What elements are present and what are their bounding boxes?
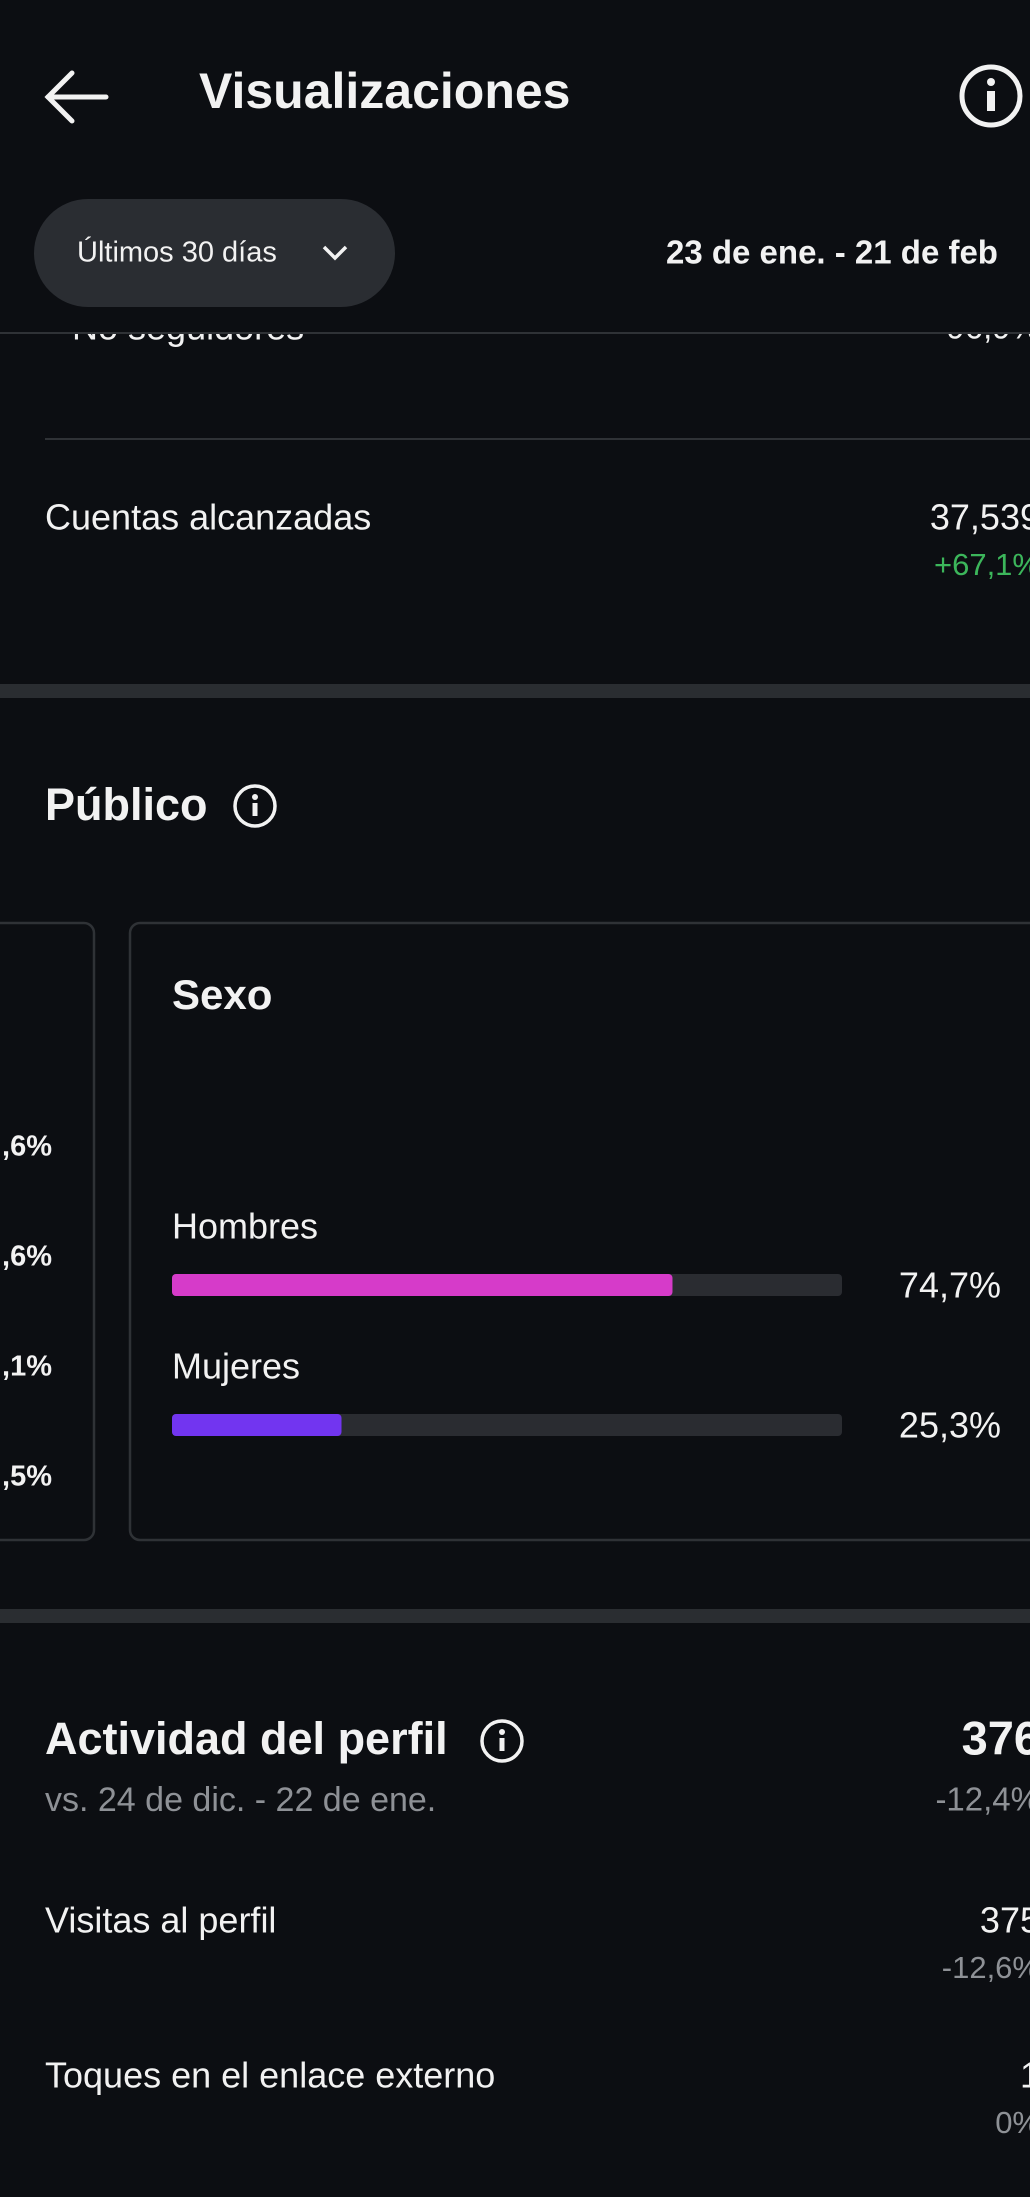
chevron [322, 245, 348, 261]
info-button[interactable] [959, 64, 1023, 128]
header-title: Visualizaciones [199, 63, 570, 119]
reach-change: +67,1% [934, 547, 1030, 582]
period-dropdown[interactable] [34, 199, 395, 307]
gender-label: Mujeres [172, 1346, 300, 1387]
row-change: -12,6% [942, 1950, 1030, 1985]
activity-title: Actividad del perfil [45, 1713, 448, 1764]
reach-label: Cuentas alcanzadas [45, 497, 371, 538]
section-separator [0, 684, 1030, 698]
activity-change: -12,4% [935, 1781, 1030, 1818]
date-range: 23 de ene. - 21 de feb [666, 234, 998, 271]
row-label: Visitas al perfil [45, 1900, 276, 1941]
row-value: 1 [1020, 2055, 1030, 2096]
audience-title: Público [45, 779, 208, 830]
row-value: 375 [980, 1900, 1030, 1941]
age-percent: ,6% [2, 1241, 52, 1273]
bar-value-label: 25,3% [899, 1405, 1001, 1446]
activity-subtitle: vs. 24 de dic. - 22 de ene. [45, 1781, 436, 1819]
gender-title: Sexo [172, 971, 272, 1018]
back-button[interactable] [44, 70, 109, 124]
row-change: 0% [995, 2105, 1030, 2140]
info-icon[interactable] [233, 784, 277, 828]
age-percent: ,1% [2, 1351, 52, 1383]
period-label: Últimos 30 días [77, 236, 277, 269]
gender-card[interactable] [128, 921, 1030, 1542]
activity-total: 376 [962, 1711, 1030, 1764]
section-separator [0, 1609, 1030, 1623]
row-label: Toques en el enlace externo [45, 2055, 495, 2096]
age-percent: ,6% [2, 1131, 52, 1163]
age-card[interactable] [0, 921, 96, 1542]
age-percent: ,5% [2, 1461, 52, 1493]
bar [172, 1414, 342, 1436]
bar-value-label: 74,7% [899, 1265, 1001, 1306]
gender-label: Hombres [172, 1206, 318, 1247]
reach-value: 37,539 [930, 497, 1030, 538]
bar [172, 1274, 673, 1296]
info-icon[interactable] [480, 1719, 524, 1763]
